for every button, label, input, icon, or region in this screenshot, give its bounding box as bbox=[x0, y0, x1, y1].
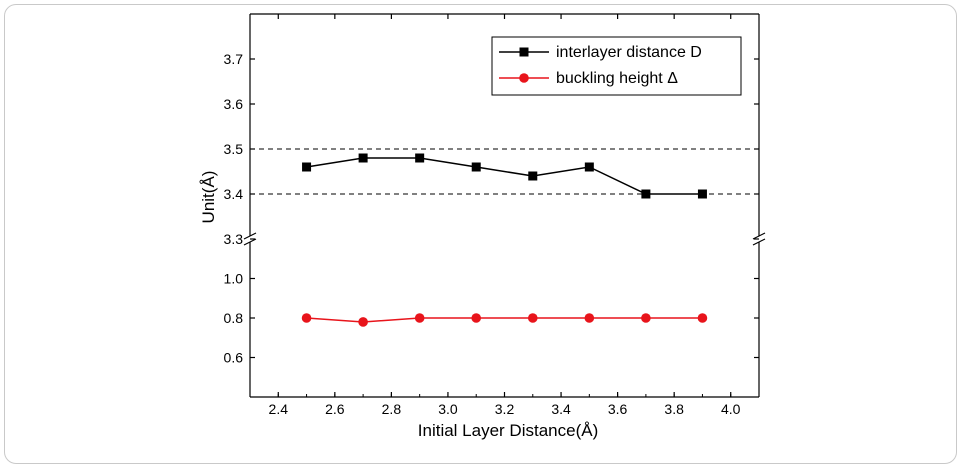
data-point-circle bbox=[697, 313, 708, 323]
x-tick-label: 3.4 bbox=[551, 401, 571, 417]
data-point-circle bbox=[358, 317, 368, 327]
data-point-square bbox=[584, 162, 594, 172]
x-tick-label: 3.6 bbox=[608, 401, 628, 417]
data-point-square bbox=[302, 162, 312, 172]
y-tick-label: 3.3 bbox=[224, 231, 244, 247]
series-line-2 bbox=[306, 317, 703, 323]
x-tick-label: 2.6 bbox=[325, 401, 345, 417]
right-axis-break-mark bbox=[752, 232, 766, 240]
x-tick-label: 3.2 bbox=[495, 401, 515, 417]
data-point-square bbox=[697, 189, 707, 199]
x-tick-label: 3.0 bbox=[438, 401, 458, 417]
data-point-circle bbox=[641, 313, 651, 323]
tick-labels: 2.4 2.6 2.8 3.0 3.2 3.4 3.6 3.8 4.0 3.3 3.4 3.5 3.6 3… bbox=[224, 51, 741, 417]
data-point-square bbox=[641, 189, 651, 199]
y-tick-label: 0.6 bbox=[224, 350, 244, 366]
left-axis-break-mark bbox=[243, 232, 257, 240]
y-tick-label: 3.6 bbox=[224, 96, 244, 112]
legend-box bbox=[491, 36, 742, 96]
legend: interlayer distance D buckling height Δ bbox=[491, 36, 742, 96]
y-axis-label: Unit(Å) bbox=[199, 171, 218, 224]
data-point-circle bbox=[471, 313, 482, 323]
legend-swatch-marker bbox=[519, 47, 529, 57]
right-axis-break-mark bbox=[752, 238, 766, 246]
x-axis-label: Initial Layer Distance(Å) bbox=[418, 421, 598, 440]
legend-swatch-marker bbox=[519, 73, 529, 83]
x-tick-label: 4.0 bbox=[721, 401, 741, 417]
x-tick-label: 3.8 bbox=[664, 401, 684, 417]
y-tick-label: 3.4 bbox=[224, 186, 244, 202]
x-tick-label: 2.4 bbox=[269, 401, 289, 417]
series-line-1 bbox=[306, 157, 703, 195]
y-tick-label: 1.0 bbox=[224, 271, 244, 287]
y-tick-label: 0.8 bbox=[224, 310, 244, 326]
left-axis-break-mark bbox=[243, 238, 257, 246]
data-point-square bbox=[358, 153, 368, 163]
line-chart: 2.4 2.6 2.8 3.0 3.2 3.4 3.6 3.8 4.0 3.3 3.4 3.5 3.6 3… bbox=[199, 13, 766, 440]
axes bbox=[243, 13, 766, 398]
y-tick-label: 3.7 bbox=[224, 51, 244, 67]
data-point-circle bbox=[584, 313, 595, 323]
legend-label: buckling height Δ bbox=[556, 70, 678, 87]
data-point-square bbox=[415, 153, 425, 163]
y-tick-label: 3.5 bbox=[224, 141, 244, 157]
legend-label: interlayer distance D bbox=[556, 44, 702, 61]
data-point-square bbox=[471, 162, 481, 172]
data-point-square bbox=[528, 171, 538, 181]
data-point-circle bbox=[527, 313, 538, 323]
data-point-circle bbox=[301, 313, 312, 323]
x-tick-label: 2.8 bbox=[382, 401, 402, 417]
data-series bbox=[301, 153, 708, 327]
data-point-circle bbox=[414, 313, 425, 323]
